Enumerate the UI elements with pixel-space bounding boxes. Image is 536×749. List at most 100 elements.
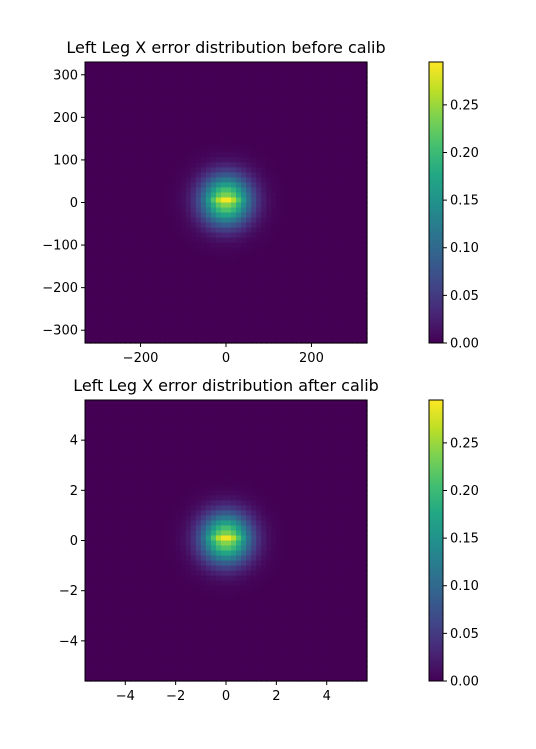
heatmap-cell <box>205 112 212 118</box>
heatmap-cell <box>336 72 343 78</box>
heatmap-cell <box>85 535 91 542</box>
heatmap-cell <box>281 107 288 113</box>
heatmap-cell <box>95 182 101 189</box>
heatmap-cell <box>190 182 197 189</box>
heatmap-cell <box>336 332 343 339</box>
heatmap-cell <box>336 337 343 344</box>
heatmap-cell <box>256 282 262 289</box>
heatmap-cell <box>236 475 242 481</box>
heatmap-cell <box>316 162 323 168</box>
heatmap-cell <box>90 147 96 153</box>
heatmap-cell <box>236 445 242 451</box>
heatmap-cell <box>160 197 167 204</box>
heatmap-cell <box>210 312 217 319</box>
heatmap-cell <box>210 242 217 249</box>
heatmap-cell <box>90 92 96 98</box>
heatmap-cell <box>200 415 207 421</box>
heatmap-cell <box>110 455 116 461</box>
heatmap-cell <box>175 645 182 652</box>
heatmap-cell <box>150 540 157 547</box>
heatmap-cell <box>231 192 237 199</box>
heatmap-cell <box>296 312 303 319</box>
heatmap-cell <box>321 202 328 209</box>
heatmap-cell <box>155 92 162 98</box>
heatmap-cell <box>120 167 126 173</box>
heatmap-cell <box>105 252 111 259</box>
heatmap-cell <box>160 610 167 617</box>
heatmap-cell <box>150 337 157 344</box>
heatmap-cell <box>241 117 247 123</box>
heatmap-cell <box>316 302 323 309</box>
heatmap-cell <box>356 302 363 309</box>
heatmap-cell <box>130 67 136 73</box>
heatmap-cell <box>155 605 162 612</box>
heatmap-cell <box>125 317 131 324</box>
heatmap-cell <box>226 490 232 496</box>
heatmap-cell <box>271 227 277 234</box>
heatmap-cell <box>261 102 267 108</box>
x-tick-label: 0 <box>222 351 230 366</box>
heatmap-cell <box>200 157 207 163</box>
heatmap-cell <box>100 450 106 456</box>
heatmap-cell <box>296 257 303 264</box>
heatmap-cell <box>175 475 182 481</box>
heatmap-cell <box>336 82 343 88</box>
heatmap-cell <box>105 645 111 652</box>
heatmap-cell <box>85 62 91 68</box>
heatmap-cell <box>130 162 136 168</box>
heatmap-cell <box>241 97 247 103</box>
heatmap-cell <box>145 575 152 582</box>
heatmap-cell <box>130 470 136 476</box>
heatmap-cell <box>130 440 136 446</box>
heatmap-cell <box>120 172 126 179</box>
heatmap-cell <box>215 645 222 652</box>
heatmap-cell <box>125 635 131 642</box>
heatmap-cell <box>145 580 152 587</box>
heatmap-cell <box>155 635 162 642</box>
heatmap-cell <box>110 500 116 506</box>
heatmap-cell <box>110 575 116 582</box>
heatmap-cell <box>175 405 182 411</box>
heatmap-cell <box>140 620 147 627</box>
heatmap-cell <box>90 580 96 587</box>
heatmap-cell <box>356 327 363 334</box>
heatmap-cell <box>160 630 167 637</box>
heatmap-cell <box>145 222 152 229</box>
heatmap-cell <box>220 550 227 557</box>
heatmap-cell <box>226 465 232 471</box>
heatmap-cell <box>226 540 232 547</box>
heatmap-cell <box>195 525 202 532</box>
heatmap-cell <box>246 112 252 118</box>
heatmap-cell <box>316 217 323 224</box>
heatmap-cell <box>175 425 182 431</box>
heatmap-cell <box>215 525 222 532</box>
heatmap-cell <box>110 510 116 517</box>
heatmap-cell <box>286 267 293 274</box>
heatmap-cell <box>175 535 182 542</box>
heatmap-cell <box>145 192 152 199</box>
heatmap-cell <box>145 620 152 627</box>
heatmap-cell <box>251 147 257 153</box>
heatmap-cell <box>90 425 96 431</box>
heatmap-cell <box>231 107 237 113</box>
heatmap-cell <box>175 172 182 179</box>
heatmap-cell <box>231 565 237 572</box>
heatmap-cell <box>266 322 272 329</box>
heatmap-cell <box>296 197 303 204</box>
heatmap-cell <box>140 72 147 78</box>
heatmap-cell <box>155 112 162 118</box>
heatmap-cell <box>170 425 177 431</box>
heatmap-cell <box>351 132 358 138</box>
heatmap-cell <box>100 560 106 567</box>
heatmap-cell <box>175 430 182 436</box>
heatmap-cell <box>331 227 338 234</box>
heatmap-cell <box>291 127 298 133</box>
heatmap-cell <box>155 675 162 682</box>
heatmap-cell <box>185 207 192 214</box>
heatmap-cell <box>165 252 172 259</box>
heatmap-cell <box>266 257 272 264</box>
heatmap-cell <box>170 570 177 577</box>
heatmap-cell <box>215 182 222 189</box>
heatmap-cell <box>160 400 167 406</box>
heatmap-cell <box>316 112 323 118</box>
